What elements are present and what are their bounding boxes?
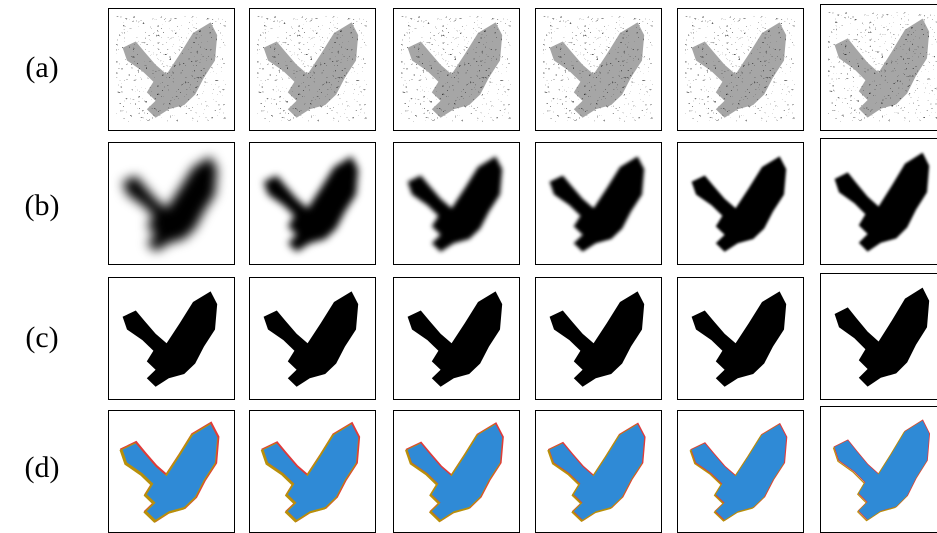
image-cell — [109, 278, 235, 400]
image-cell — [250, 411, 376, 533]
image-cell — [821, 274, 937, 400]
image-cell — [536, 278, 662, 400]
image-cell — [250, 9, 376, 131]
image-cell — [536, 9, 662, 131]
image-cell — [821, 5, 937, 131]
image-cell — [394, 411, 520, 533]
image-cell — [536, 143, 662, 265]
image-cell — [394, 9, 520, 131]
image-cell — [109, 143, 235, 265]
image-cell — [821, 407, 937, 533]
figure: (a) (b) (c) (d) — [0, 0, 937, 533]
image-cell — [678, 9, 804, 131]
image-cell — [109, 9, 235, 131]
image-content — [685, 16, 795, 122]
row-label: (d) — [25, 451, 60, 484]
image-cell — [678, 411, 804, 533]
image-cell — [394, 278, 520, 400]
image-content — [401, 16, 511, 122]
row-label: (c) — [25, 321, 58, 354]
image-cell — [821, 139, 937, 265]
image-cell — [250, 278, 376, 400]
row-label: (a) — [25, 51, 58, 84]
image-cell — [250, 143, 376, 265]
image-cell — [536, 411, 662, 533]
row-label: (b) — [25, 189, 60, 222]
image-content — [116, 16, 226, 122]
image-cell — [678, 278, 804, 400]
image-grid — [109, 5, 937, 533]
image-cell — [678, 143, 804, 265]
image-content — [828, 12, 937, 122]
image-content — [543, 16, 653, 122]
image-cell — [394, 143, 520, 265]
image-cell — [109, 411, 235, 533]
image-content — [257, 16, 367, 122]
